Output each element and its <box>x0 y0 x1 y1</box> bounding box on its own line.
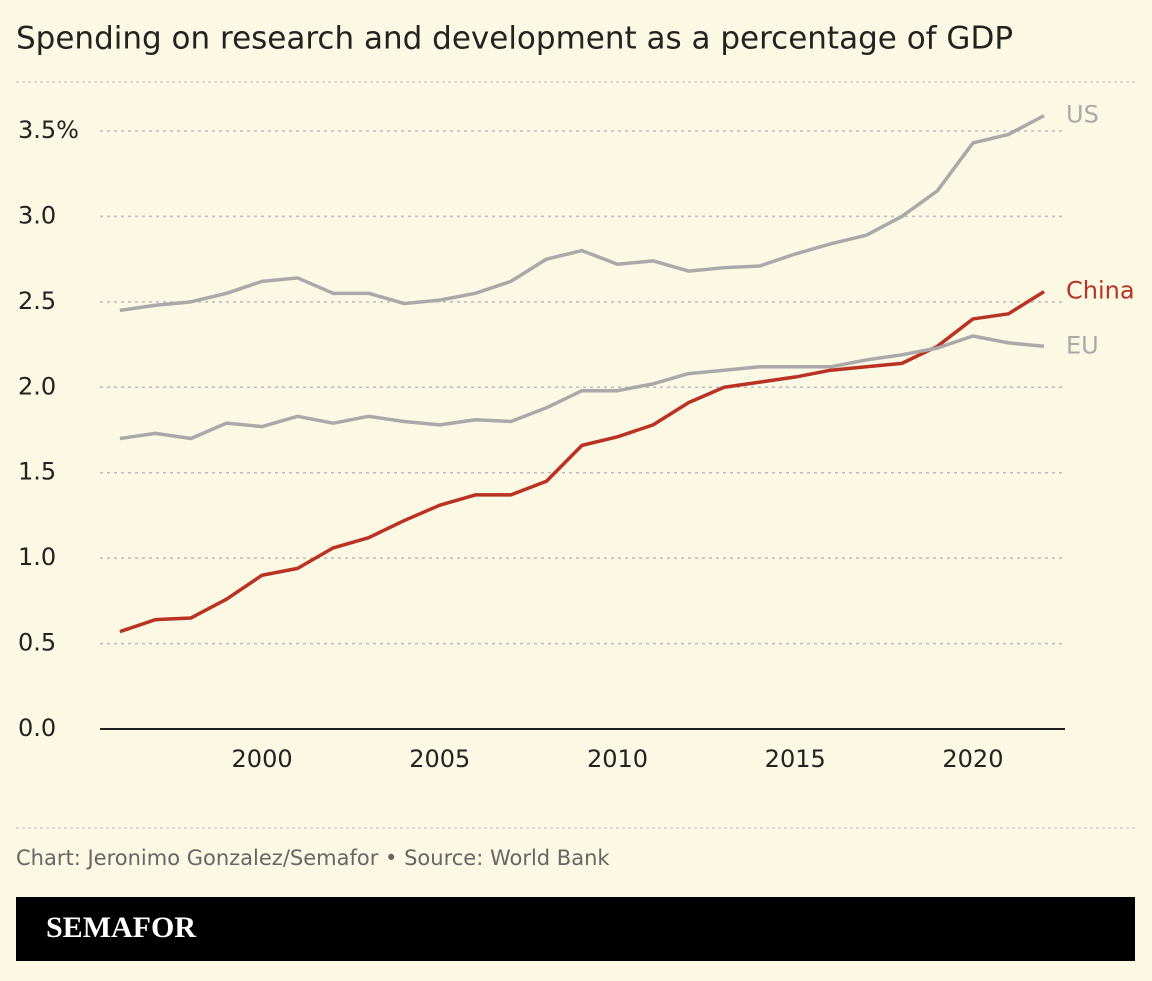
series-label: US <box>1066 101 1099 129</box>
x-tick-label: 2005 <box>409 745 470 773</box>
x-tick-label: 2020 <box>942 745 1003 773</box>
y-tick-label: 2.0 <box>18 372 56 400</box>
brand: SEMAFOR <box>46 911 196 944</box>
y-tick-label: 1.5 <box>18 458 56 486</box>
x-tick-label: 2000 <box>232 745 293 773</box>
credit: Chart: Jeronimo Gonzalez/Semafor • Sourc… <box>16 846 610 870</box>
series-line <box>119 334 1045 441</box>
x-tick-label: 2015 <box>765 745 826 773</box>
y-tick-label: 0.5 <box>18 629 56 657</box>
y-tick-label: 0.0 <box>18 714 56 742</box>
y-tick-label: 3.5% <box>18 116 79 144</box>
y-tick-label: 2.5 <box>18 287 56 315</box>
brand-bar <box>16 897 1135 961</box>
series-label: EU <box>1066 331 1099 359</box>
y-tick-label: 3.0 <box>18 201 56 229</box>
x-tick-label: 2010 <box>587 745 648 773</box>
y-tick-label: 1.0 <box>18 543 56 571</box>
chart-title: Spending on research and development as … <box>16 21 1013 57</box>
series-line <box>119 114 1045 313</box>
series-line <box>119 290 1045 634</box>
series-label: China <box>1066 277 1135 305</box>
